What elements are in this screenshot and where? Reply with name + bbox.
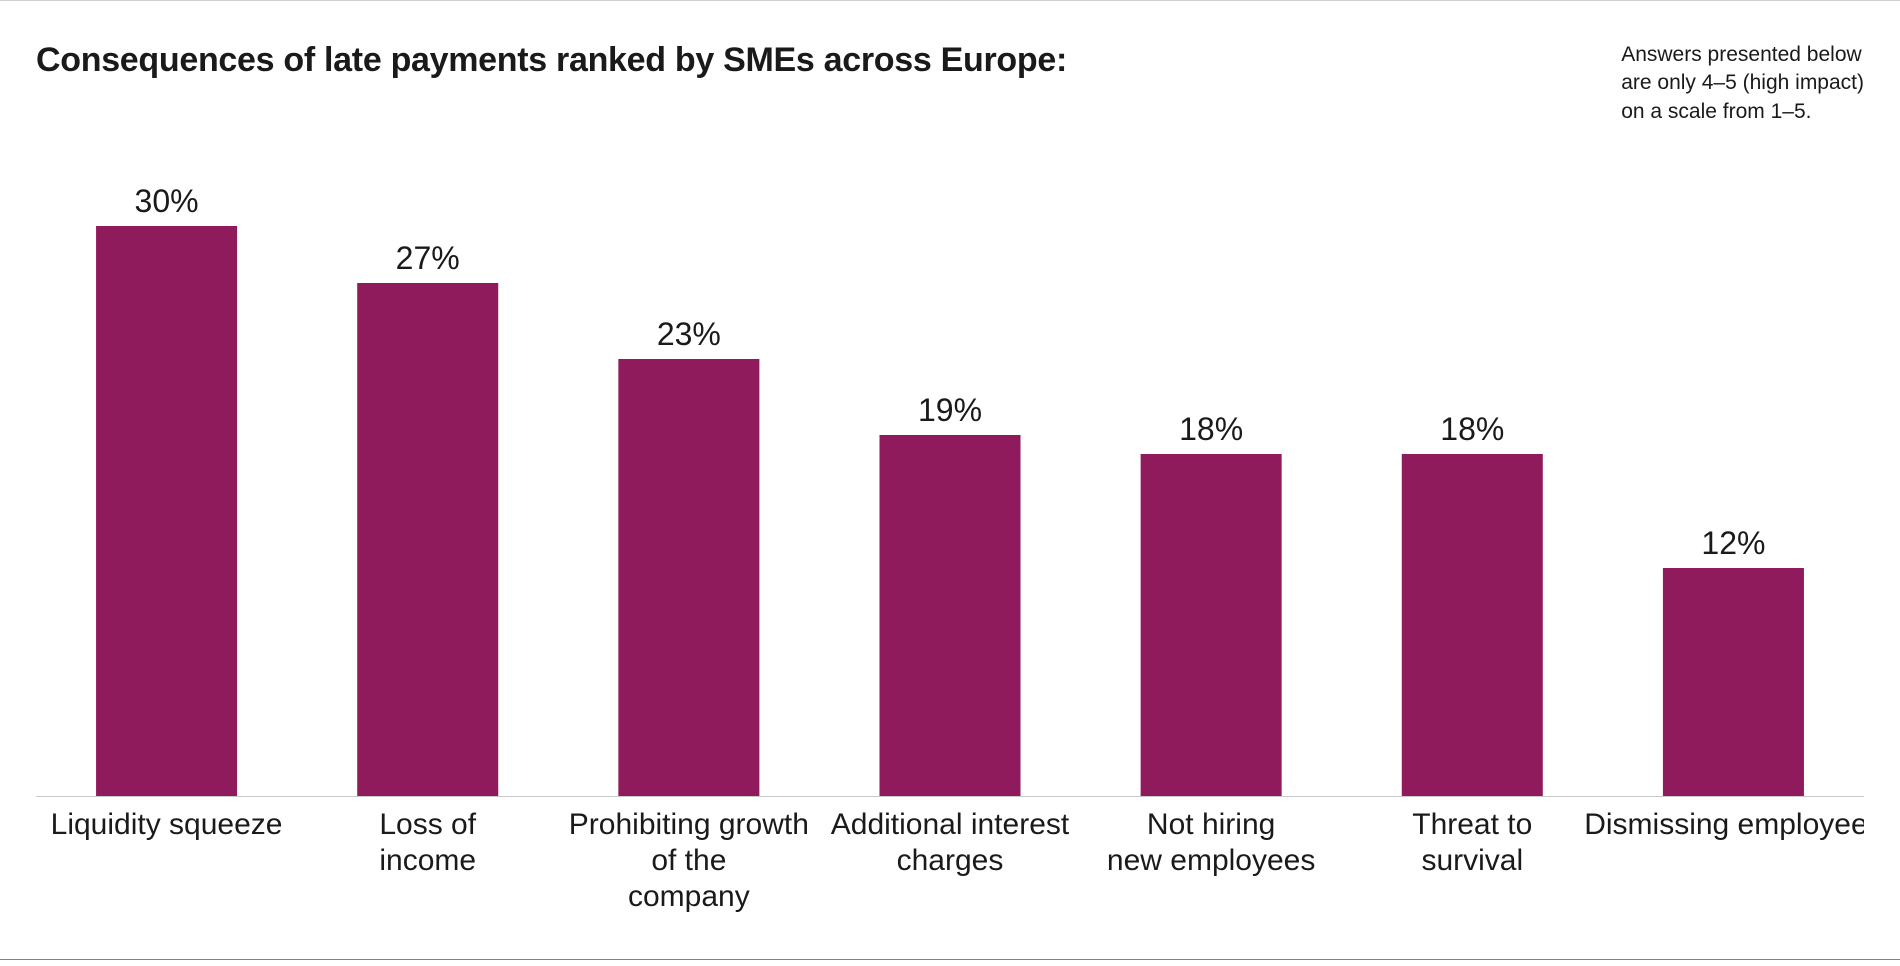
chart-area: 30% Liquidity squeeze 27% Loss ofincome 23% P… [36, 166, 1864, 966]
category-label: Prohibiting growthof thecompany [569, 808, 809, 913]
category-label: Additional interestcharges [831, 808, 1070, 877]
bar [618, 359, 759, 796]
chart-frame: Consequences of late payments ranked by … [0, 0, 1900, 960]
chart-note: Answers presented beloware only 4–5 (hig… [1621, 41, 1864, 126]
category-label: Loss ofincome [379, 808, 476, 877]
chart-note-line: Answers presented below [1621, 41, 1864, 69]
bar-value-label: 18% [1179, 411, 1243, 447]
bar [357, 283, 498, 796]
bar-value-label: 12% [1701, 525, 1765, 561]
category-label: Dismissing employees [1584, 808, 1864, 841]
bar-chart: 30% Liquidity squeeze 27% Loss ofincome 23% P… [36, 166, 1864, 966]
bar [96, 226, 237, 796]
bar-value-label: 27% [396, 240, 460, 276]
bar [1141, 454, 1282, 796]
category-label: Threat tosurvival [1412, 808, 1532, 877]
bar-value-label: 30% [135, 183, 199, 219]
bar-value-label: 18% [1440, 411, 1504, 447]
bar-value-label: 23% [657, 316, 721, 352]
chart-note-line: are only 4–5 (high impact) [1621, 69, 1864, 97]
category-label: Liquidity squeeze [51, 808, 283, 841]
bar-value-label: 19% [918, 392, 982, 428]
category-label: Not hiringnew employees [1107, 808, 1315, 877]
bar [879, 435, 1020, 796]
header-row: Consequences of late payments ranked by … [36, 41, 1864, 126]
bar [1663, 568, 1804, 796]
chart-title: Consequences of late payments ranked by … [36, 41, 1067, 80]
chart-note-line: on a scale from 1–5. [1621, 98, 1864, 126]
bar [1402, 454, 1543, 796]
